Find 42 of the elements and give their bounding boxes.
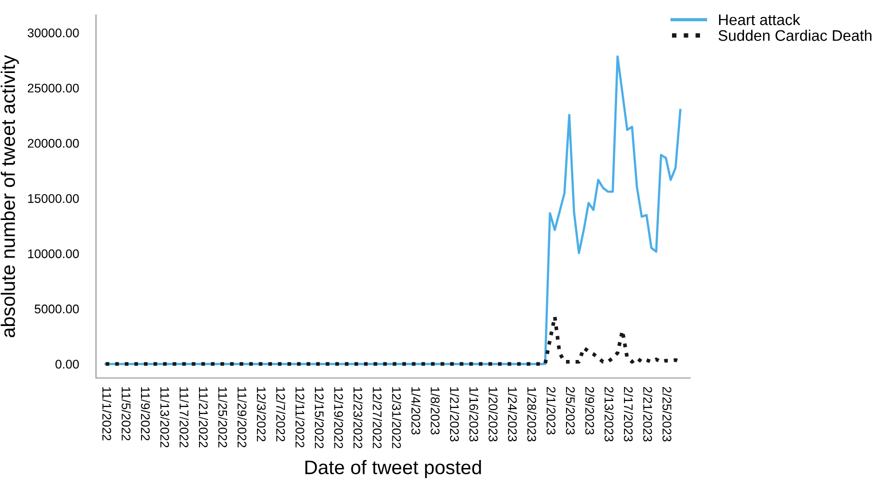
x-tick-label: 1/24/2023: [508, 387, 518, 442]
y-tick-label: 25000.00: [28, 84, 79, 93]
y-tick-label: 20000.00: [28, 138, 79, 148]
x-tick-label: 11/13/2022: [160, 387, 170, 448]
x-axis-title: Date of tweet posted: [305, 460, 481, 478]
x-tick-label: 2/5/2023: [566, 386, 576, 434]
x-tick-label: 2/9/2023: [585, 386, 594, 434]
x-tick-label: 11/1/2022: [102, 387, 112, 440]
y-tick-label: 5000.00: [34, 304, 79, 314]
x-tick-label: 1/4/2023: [411, 387, 421, 434]
x-tick-label: 1/21/2023: [450, 387, 460, 442]
y-tick-label: 10000.00: [28, 249, 79, 258]
x-tick-label: 12/19/2022: [334, 387, 344, 448]
x-tick-label: 12/31/2022: [392, 387, 402, 448]
x-tick-label: 11/5/2022: [122, 387, 131, 440]
x-tick-label: 12/15/2022: [314, 387, 324, 448]
line-series: [104, 55, 682, 366]
x-tick-label: 2/17/2023: [624, 386, 634, 442]
x-tick-label: 1/16/2023: [469, 387, 479, 442]
y-tick-label: 30000.00: [28, 28, 79, 38]
x-tick-label: 11/21/2022: [198, 387, 208, 448]
x-tick-label: 12/27/2022: [372, 387, 382, 448]
x-tick-label: 11/17/2022: [180, 387, 189, 448]
x-tick-label: 11/29/2022: [238, 387, 247, 448]
x-tick-label: 2/13/2023: [604, 386, 614, 442]
x-tick-label: 1/20/2023: [488, 387, 498, 442]
legend-label: Sudden Cardiac Death: [718, 30, 872, 41]
x-tick-label: 12/7/2022: [276, 387, 286, 442]
x-tick-label: 2/1/2023: [546, 386, 556, 434]
x-tick-label: 1/8/2023: [430, 387, 440, 434]
x-tick-label: 1/28/2023: [527, 387, 536, 442]
y-tick-label: 15000.00: [28, 194, 79, 203]
y-axis-title: absolute number of tweet activity: [0, 54, 19, 338]
y-tick-label: 0.00: [55, 360, 79, 369]
legend-label: Heart attack: [719, 14, 800, 26]
x-tick-label: 12/3/2022: [256, 387, 266, 442]
x-tick-label: 2/21/2023: [643, 386, 652, 442]
x-tick-label: 11/9/2022: [140, 387, 150, 440]
x-tick-label: 12/23/2022: [353, 387, 363, 448]
x-tick-label: 11/25/2022: [218, 387, 228, 448]
x-tick-label: 2/25/2023: [662, 386, 672, 442]
x-tick-label: 12/11/2022: [295, 387, 305, 448]
